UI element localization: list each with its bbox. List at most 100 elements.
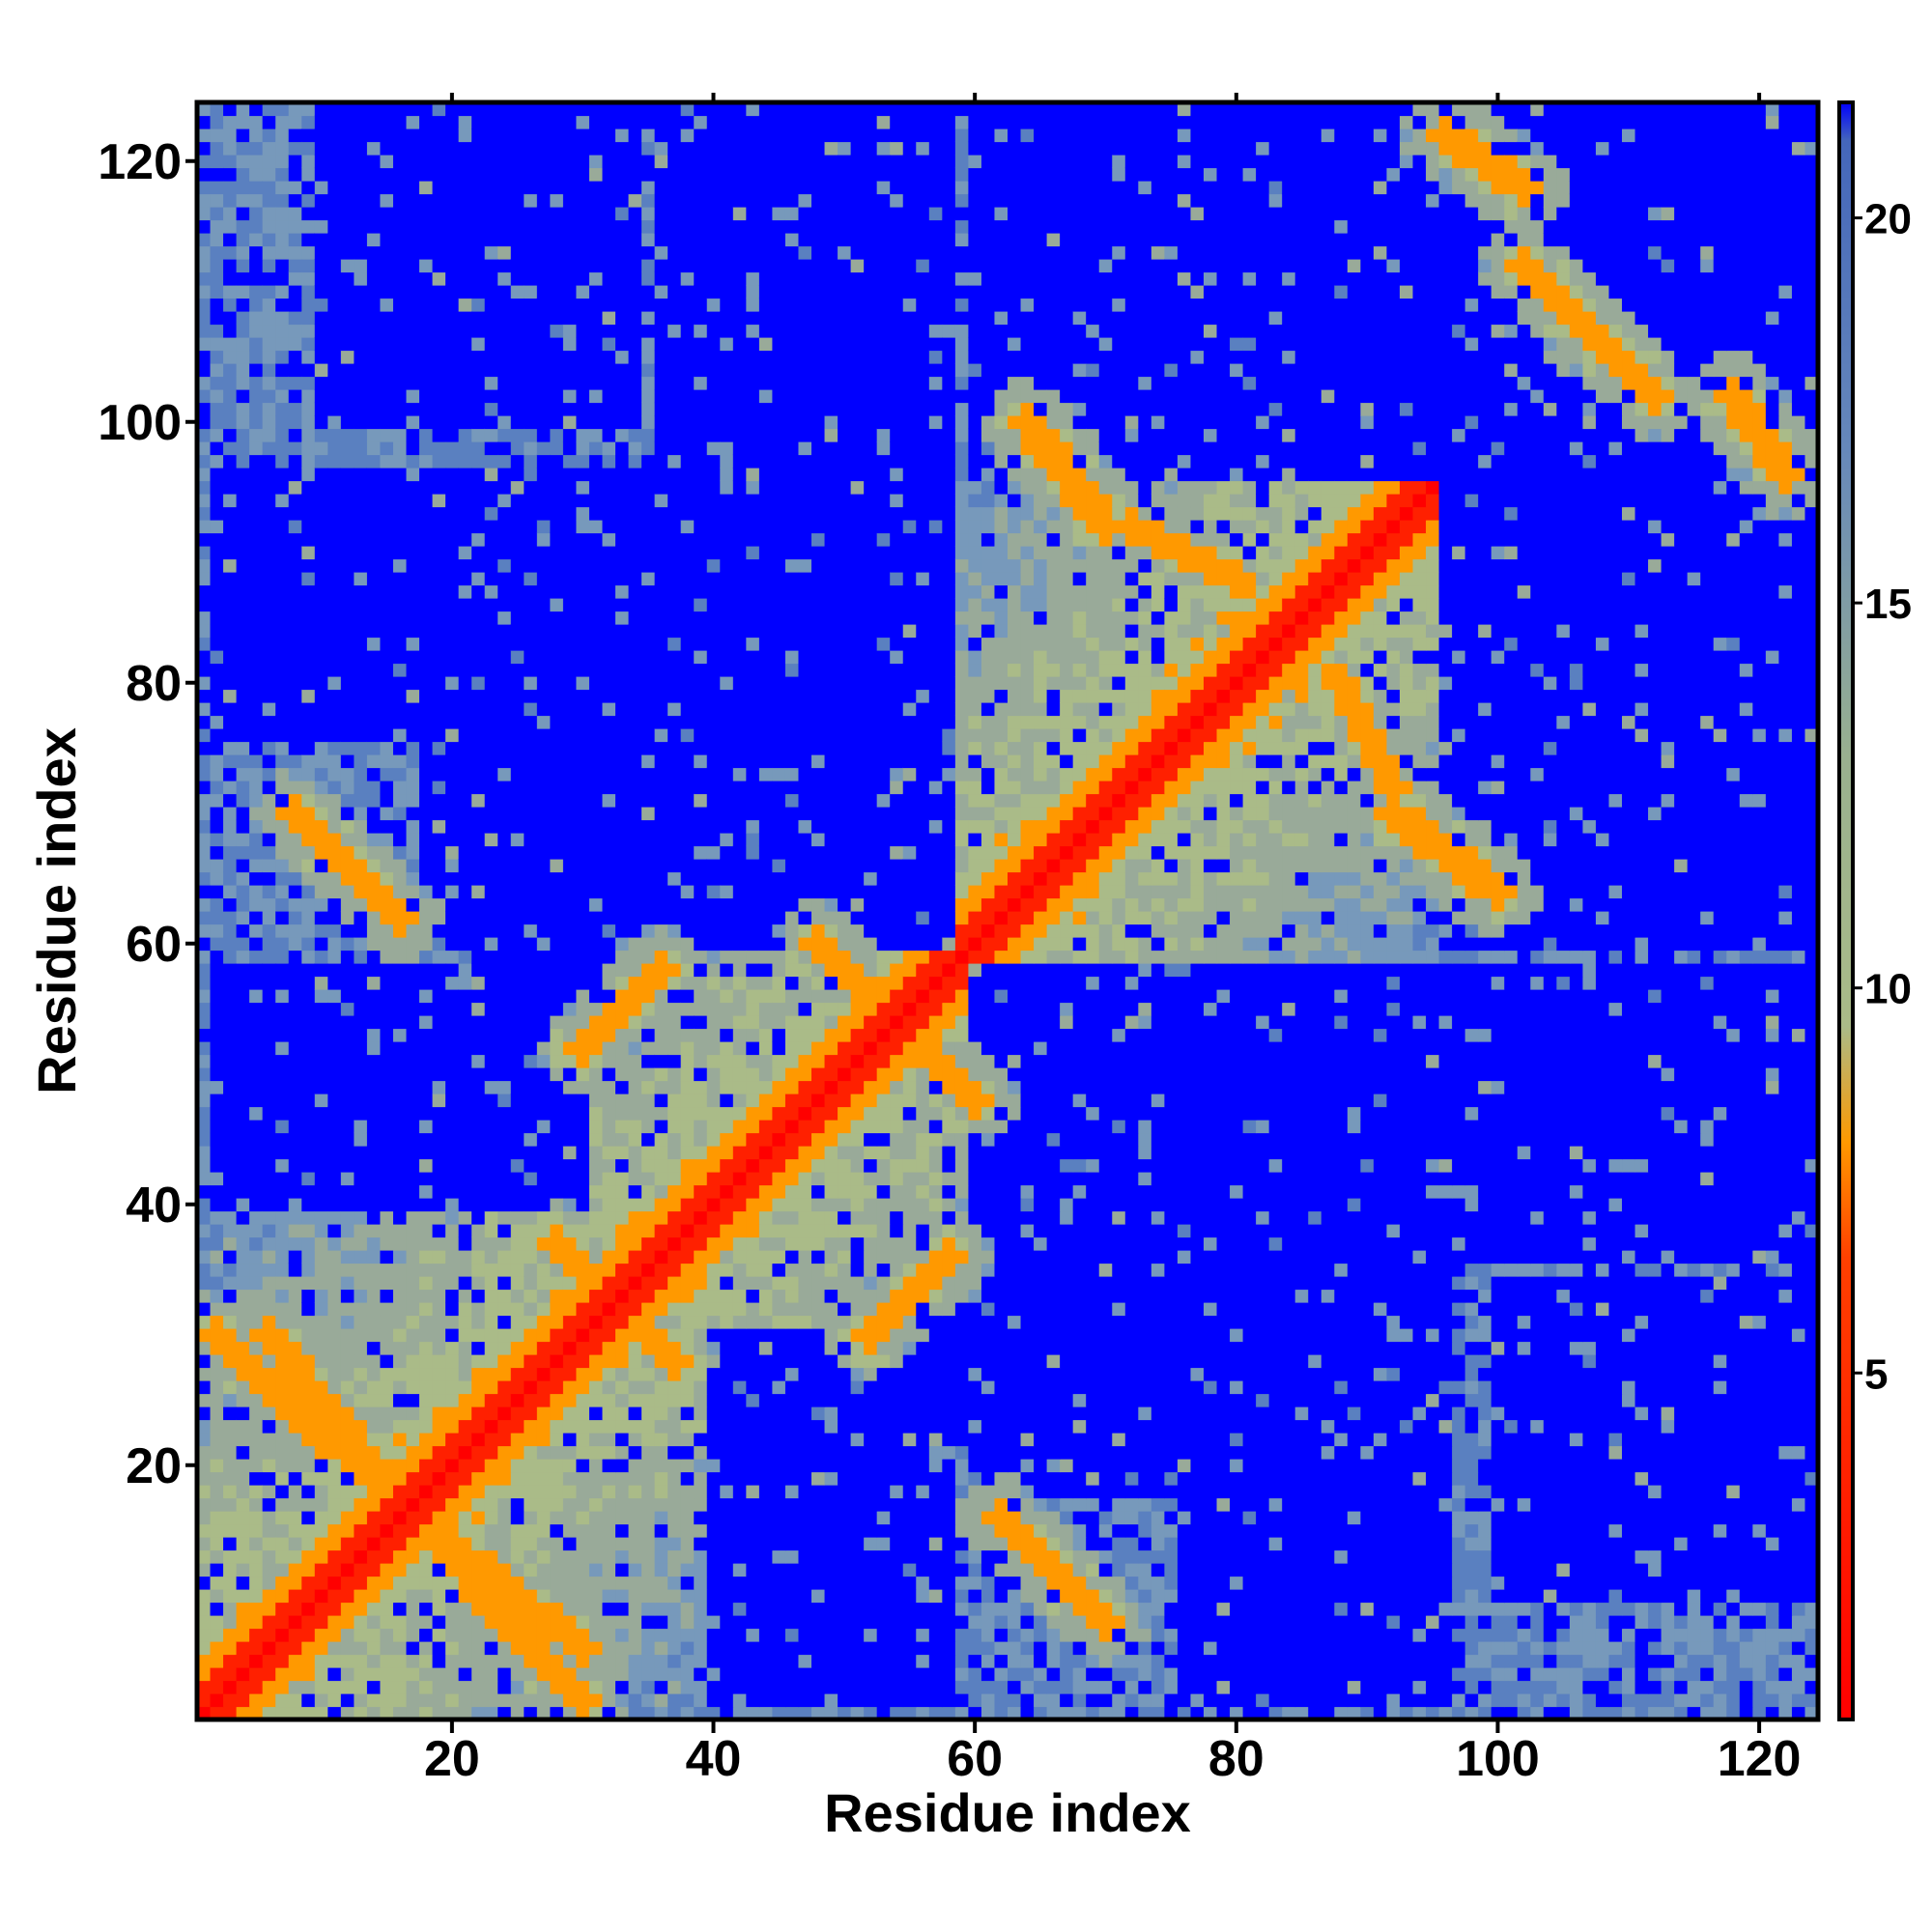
- heatmap-cell: [942, 1680, 956, 1694]
- heatmap-cell: [366, 1094, 382, 1108]
- heatmap-cell: [406, 167, 420, 182]
- heatmap-cell: [288, 363, 302, 378]
- heatmap-cell: [458, 1328, 472, 1343]
- heatmap-cell: [445, 389, 460, 404]
- heatmap-cell: [654, 1602, 668, 1616]
- heatmap-cell: [1256, 1602, 1270, 1616]
- heatmap-cell: [366, 1459, 382, 1473]
- heatmap-cell: [772, 1602, 786, 1616]
- heatmap-cell: [354, 1250, 368, 1264]
- heatmap-cell: [314, 689, 328, 703]
- heatmap-cell: [1360, 1680, 1375, 1694]
- heatmap-cell: [432, 1563, 446, 1577]
- heatmap-cell: [197, 1106, 212, 1121]
- heatmap-cell: [419, 441, 434, 456]
- heatmap-cell: [327, 1641, 342, 1656]
- heatmap-cell: [354, 494, 368, 508]
- heatmap-cell: [210, 1641, 224, 1656]
- heatmap-cell: [1478, 1563, 1492, 1577]
- heatmap-cell: [798, 1615, 812, 1630]
- heatmap-cell: [354, 415, 368, 430]
- heatmap-cell: [1765, 1459, 1779, 1473]
- heatmap-cell: [1256, 1485, 1270, 1499]
- heatmap-cell: [301, 1380, 316, 1395]
- heatmap-cell: [432, 923, 446, 938]
- heatmap-cell: [210, 520, 224, 534]
- heatmap-cell: [380, 1667, 394, 1682]
- heatmap-cell: [236, 1693, 250, 1708]
- heatmap-cell: [380, 337, 394, 352]
- heatmap-cell: [327, 546, 342, 560]
- heatmap-cell: [262, 1693, 276, 1708]
- heatmap-cell: [419, 233, 434, 247]
- heatmap-cell: [249, 624, 264, 639]
- heatmap-cell: [327, 650, 342, 665]
- heatmap-cell: [576, 1589, 590, 1604]
- heatmap-cell: [458, 1250, 472, 1264]
- heatmap-cell: [1530, 1654, 1545, 1668]
- heatmap-cell: [392, 1289, 408, 1303]
- heatmap-cell: [510, 1667, 525, 1682]
- heatmap-cell: [1595, 1537, 1610, 1551]
- heatmap-cell: [536, 1641, 551, 1656]
- heatmap-cell: [1700, 1563, 1715, 1577]
- heatmap-cell: [197, 1445, 212, 1460]
- heatmap-cell: [1203, 1654, 1218, 1668]
- heatmap-cell: [824, 1497, 838, 1512]
- heatmap-cell: [249, 989, 264, 1004]
- heatmap-cell: [314, 1302, 328, 1317]
- heatmap-cell: [197, 976, 212, 990]
- heatmap-cell: [223, 167, 238, 182]
- heatmap-cell: [197, 1198, 212, 1212]
- heatmap-cell: [471, 1250, 486, 1264]
- heatmap-cell: [223, 663, 238, 677]
- heatmap-cell: [1530, 1445, 1545, 1460]
- heatmap-cell: [210, 1511, 224, 1525]
- heatmap-cell: [628, 1615, 642, 1630]
- heatmap-cell: [197, 1041, 212, 1056]
- heatmap-cell: [380, 871, 394, 886]
- heatmap-cell: [864, 1537, 878, 1551]
- heatmap-cell: [928, 1523, 943, 1538]
- heatmap-cell: [432, 1549, 446, 1564]
- heatmap-cell: [288, 415, 302, 430]
- heatmap-cell: [249, 1393, 264, 1407]
- heatmap-cell: [471, 1628, 486, 1642]
- heatmap-cell: [445, 428, 460, 442]
- heatmap-cell: [262, 1289, 276, 1303]
- heatmap-cell: [1216, 1433, 1231, 1447]
- heatmap-cell: [406, 637, 420, 651]
- heatmap-cell: [236, 1628, 250, 1642]
- heatmap-cell: [380, 911, 394, 925]
- heatmap-cell: [419, 1198, 434, 1212]
- heatmap-cell: [419, 950, 434, 964]
- heatmap-cell: [471, 1380, 486, 1395]
- heatmap-cell: [354, 1094, 368, 1108]
- heatmap-cell: [406, 193, 420, 208]
- heatmap-cell: [314, 871, 328, 886]
- heatmap-cell: [406, 1067, 420, 1082]
- heatmap-cell: [249, 155, 264, 169]
- heatmap-cell: [1504, 1615, 1519, 1630]
- heatmap-cell: [288, 155, 302, 169]
- heatmap-cell: [1778, 1433, 1793, 1447]
- heatmap-cell: [288, 859, 302, 873]
- heatmap-cell: [1256, 1589, 1270, 1604]
- heatmap-cell: [458, 1549, 472, 1564]
- heatmap-cell: [275, 480, 290, 495]
- heatmap-cell: [784, 1549, 800, 1564]
- heatmap-cell: [1661, 1654, 1675, 1668]
- heatmap-cell: [1452, 1433, 1466, 1447]
- heatmap-cell: [419, 702, 434, 717]
- heatmap-cell: [588, 1445, 604, 1460]
- heatmap-cell: [406, 1210, 420, 1225]
- heatmap-cell: [301, 1120, 316, 1134]
- heatmap-cell: [497, 1459, 512, 1473]
- heatmap-cell: [1530, 1459, 1545, 1473]
- heatmap-cell: [314, 1445, 328, 1460]
- heatmap-cell: [354, 1419, 368, 1434]
- heatmap-cell: [236, 1067, 250, 1082]
- heatmap-cell: [392, 1628, 408, 1642]
- heatmap-cell: [301, 337, 316, 352]
- heatmap-cell: [406, 1471, 420, 1486]
